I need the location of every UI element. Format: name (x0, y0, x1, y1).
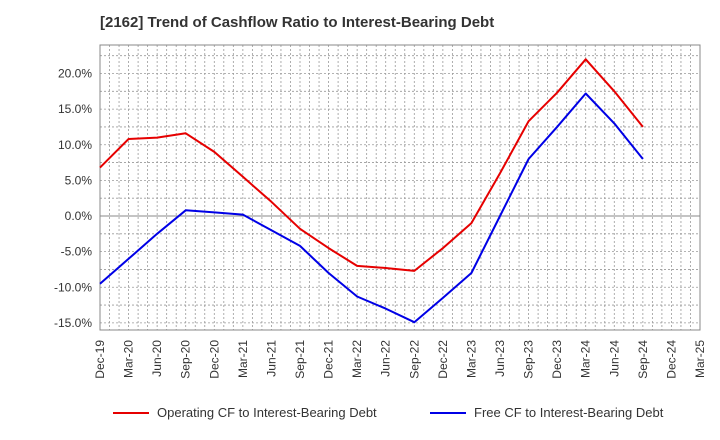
x-tick-label: Dec-22 (436, 340, 450, 379)
x-tick-label: Sep-21 (293, 340, 307, 379)
x-tick-label: Jun-22 (379, 340, 393, 377)
y-tick-label: 10.0% (58, 138, 92, 152)
legend-label-operating-cf: Operating CF to Interest-Bearing Debt (157, 405, 377, 420)
y-tick-label: 0.0% (65, 209, 93, 223)
x-tick-label: Dec-20 (207, 340, 221, 379)
x-tick-label: Jun-20 (150, 340, 164, 377)
x-tick-label: Mar-21 (236, 340, 250, 378)
x-tick-label: Mar-25 (693, 340, 707, 378)
y-tick-label: 5.0% (65, 173, 93, 187)
x-tick-label: Sep-24 (636, 340, 650, 379)
chart-title: [2162] Trend of Cashflow Ratio to Intere… (100, 14, 495, 31)
x-tick-label: Jun-23 (493, 340, 507, 377)
series-line-free-cf (99, 92, 644, 324)
y-tick-label: 20.0% (58, 67, 92, 81)
y-tick-label: -15.0% (54, 316, 92, 330)
x-tick-label: Dec-19 (93, 340, 107, 379)
x-tick-label: Mar-22 (350, 340, 364, 378)
legend-swatch-free-cf (430, 411, 466, 414)
legend-item-operating-cf: Operating CF to Interest-Bearing Debt (113, 405, 377, 420)
x-tick-label: Dec-21 (322, 340, 336, 379)
x-tick-label: Dec-24 (664, 340, 678, 379)
x-tick-label: Mar-20 (122, 340, 136, 378)
legend: Operating CF to Interest-Bearing Debt Fr… (0, 405, 720, 425)
x-axis-ticks: Dec-19 Mar-20 Jun-20 Sep-20 Dec-20 Mar-21 Jun-… (93, 340, 707, 379)
x-tick-label: Sep-20 (179, 340, 193, 379)
y-tick-label: -5.0% (61, 245, 93, 259)
x-tick-label: Dec-23 (550, 340, 564, 379)
x-tick-label: Sep-22 (407, 340, 421, 379)
y-tick-label: 15.0% (58, 102, 92, 116)
y-tick-label: -10.0% (54, 280, 92, 294)
plot-area-border (99, 44, 701, 331)
y-axis-ticks: -15.0% -10.0% -5.0% 0.0% 5.0% 10.0% 15.0% 20.0% (54, 67, 92, 330)
x-tick-label: Mar-24 (579, 340, 593, 378)
x-tick-label: Jun-24 (607, 340, 621, 377)
series-lines (99, 58, 644, 324)
legend-item-free-cf: Free CF to Interest-Bearing Debt (430, 405, 663, 420)
legend-swatch-operating-cf (113, 411, 149, 414)
x-tick-label: Jun-21 (264, 340, 278, 377)
series-line-operating-cf (99, 58, 644, 272)
x-tick-label: Mar-23 (464, 340, 478, 378)
x-tick-label: Sep-23 (522, 340, 536, 379)
legend-label-free-cf: Free CF to Interest-Bearing Debt (474, 405, 664, 420)
